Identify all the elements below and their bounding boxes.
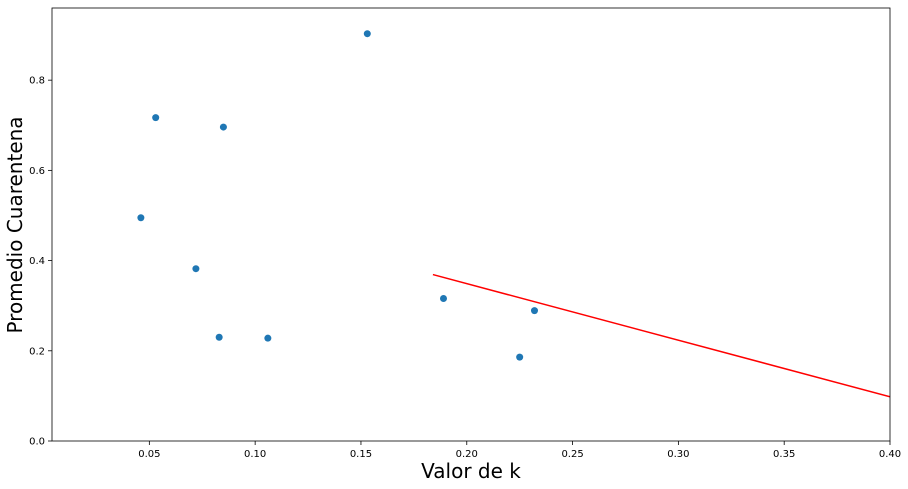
plot-frame	[51, 7, 891, 442]
plot-area	[51, 7, 891, 442]
y-tick-label: 0.6	[29, 166, 45, 177]
scatter-point-8	[439, 294, 447, 302]
scatter-point-6	[264, 334, 272, 342]
scatter-point-10	[530, 307, 538, 315]
x-tick-label: 0.15	[350, 449, 372, 460]
y-tick-label: 0.2	[29, 346, 45, 357]
y-tick-label: 0.0	[29, 437, 45, 448]
x-tick-label: 0.35	[773, 449, 795, 460]
y-axis-label: Promedio Cuarentena	[3, 116, 27, 333]
y-axis: 0.0 0.2 0.4 0.6 0.8	[29, 76, 52, 448]
scatter-point-9	[516, 353, 524, 361]
x-tick-label: 0.20	[456, 449, 478, 460]
scatter-point-4	[215, 333, 223, 341]
x-tick-label: 0.30	[667, 449, 689, 460]
scatter-point-7	[363, 30, 371, 38]
x-tick-label: 0.40	[879, 449, 901, 460]
y-tick-label: 0.8	[29, 76, 45, 87]
x-axis: 0.05 0.10 0.15 0.20 0.25 0.30 0.35 0.40	[138, 441, 901, 460]
x-tick-label: 0.05	[138, 449, 160, 460]
x-axis-label: Valor de k	[421, 459, 521, 483]
scatter-point-2	[152, 114, 160, 122]
scatter-point-1	[137, 214, 145, 222]
y-tick-label: 0.4	[29, 256, 45, 267]
x-tick-label: 0.25	[561, 449, 583, 460]
trend-line	[432, 273, 891, 398]
x-tick-label: 0.10	[244, 449, 266, 460]
scatter-point-3	[192, 265, 200, 273]
scatter-point-5	[219, 123, 227, 131]
